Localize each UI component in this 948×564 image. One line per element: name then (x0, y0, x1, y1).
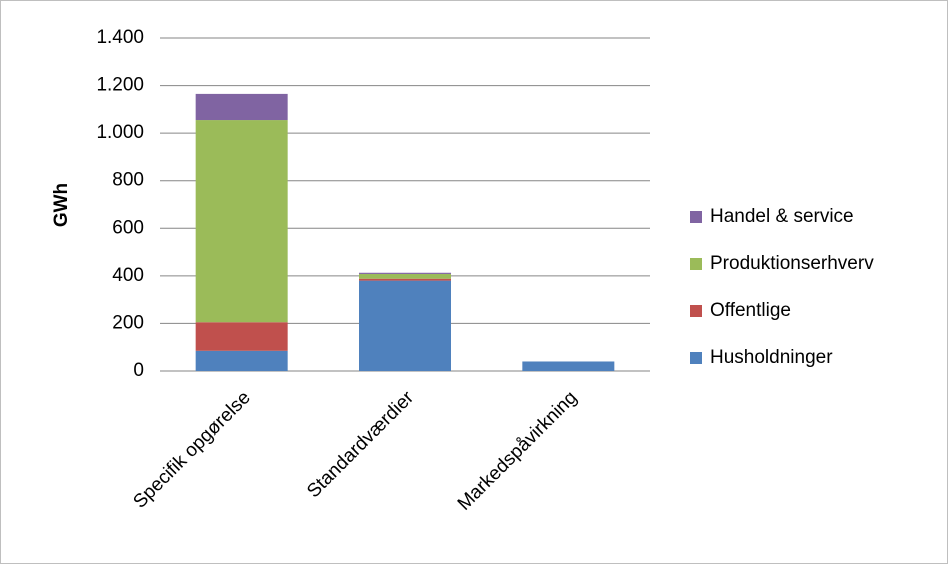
legend-swatch (690, 258, 702, 270)
y-tick-label: 800 (112, 170, 144, 191)
legend-label: Handel & service (710, 206, 854, 227)
y-tick-label: 1.000 (96, 122, 144, 143)
legend-label: Husholdninger (710, 347, 833, 368)
y-tick-label: 200 (112, 312, 144, 333)
bar-segment (195, 120, 288, 323)
bar-segment (195, 350, 288, 371)
bar-segment (359, 273, 451, 279)
y-tick-label: 1.400 (96, 27, 144, 48)
y-tick-label: 400 (112, 265, 144, 286)
y-tick-label: 1.200 (96, 75, 144, 96)
y-tick-label: 600 (112, 217, 144, 238)
bar-segment (522, 361, 615, 371)
legend-swatch (690, 352, 702, 364)
bar-segment (359, 280, 451, 371)
bar-segment (359, 272, 451, 274)
legend-swatch (690, 211, 702, 223)
bar-segment (195, 93, 288, 121)
y-axis-label: GWh (51, 183, 72, 227)
legend-label: Produktionserhverv (710, 253, 874, 274)
bar-segment (359, 278, 451, 281)
legend-swatch (690, 305, 702, 317)
legend-label: Offentlige (710, 300, 791, 321)
y-tick-label: 0 (133, 360, 144, 381)
bar-segment (195, 322, 288, 351)
